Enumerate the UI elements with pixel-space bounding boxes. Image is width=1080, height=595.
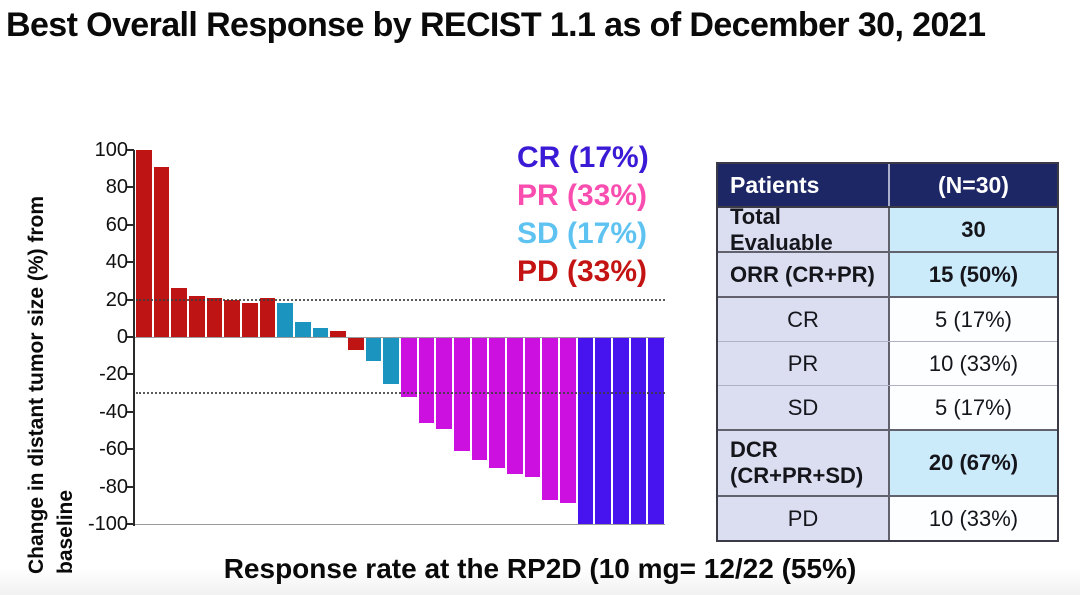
bar xyxy=(206,297,223,337)
bar xyxy=(330,331,346,337)
bar xyxy=(224,299,240,337)
legend-item: PR (33%) xyxy=(517,179,648,212)
reference-line xyxy=(136,392,665,395)
zero-line xyxy=(135,336,665,338)
bar xyxy=(613,337,629,524)
bar xyxy=(277,303,293,337)
table-header-n: (N=30) xyxy=(938,171,1009,198)
bar xyxy=(542,337,558,500)
table-cell-label: PD xyxy=(718,497,890,540)
table-cell-value: 20 (67%) xyxy=(890,431,1057,495)
y-tick-label: -40 xyxy=(99,400,128,423)
table-row: PD 10 (33%) xyxy=(718,495,1057,540)
bar xyxy=(383,337,399,384)
table-cell-label: SD xyxy=(718,386,890,429)
table-cell-value: 5 (17%) xyxy=(890,298,1057,341)
bar xyxy=(648,337,664,524)
bar xyxy=(418,337,435,423)
bar xyxy=(507,337,523,474)
y-axis-line xyxy=(133,150,135,526)
bar xyxy=(630,337,647,524)
bar xyxy=(259,297,276,337)
bar xyxy=(242,303,258,337)
table-cell-label: ORR (CR+PR) xyxy=(718,253,890,296)
table-row: Total Evaluable 30 xyxy=(718,204,1057,255)
y-tick-label: 60 xyxy=(105,213,128,236)
y-tick-label: 40 xyxy=(105,251,128,274)
legend-item: CR (17%) xyxy=(517,141,649,174)
table-cell-label: DCR (CR+PR+SD) xyxy=(718,431,890,495)
y-tick-label: -100 xyxy=(87,513,128,535)
y-axis-label: Change in distant tumor size (%) from ba… xyxy=(25,195,77,574)
table-cell-label: CR xyxy=(718,298,890,341)
bar xyxy=(171,288,187,337)
bar xyxy=(471,337,488,461)
bar xyxy=(436,337,452,429)
table-row: ORR (CR+PR) 15 (50%) xyxy=(718,251,1057,296)
bar xyxy=(489,337,505,468)
y-tick-label: 100 xyxy=(94,139,128,161)
results-table: Patients (N=30) Total Evaluable 30 ORR (CR… xyxy=(716,162,1059,542)
y-tick-mark xyxy=(127,373,134,376)
y-tick-label: -20 xyxy=(99,363,128,386)
table-cell-value: 5 (17%) xyxy=(890,386,1057,429)
table-cell-value: 30 xyxy=(890,208,1057,251)
bar xyxy=(365,337,382,362)
legend-item: SD (17%) xyxy=(517,217,648,250)
y-tick-mark xyxy=(127,223,134,226)
table-cell-label: Total Evaluable xyxy=(718,204,890,255)
table-cell-value: 10 (33%) xyxy=(890,342,1057,385)
bar xyxy=(189,295,205,337)
y-tick-label: -80 xyxy=(99,475,128,498)
table-row: SD 5 (17%) xyxy=(718,385,1057,429)
bar xyxy=(595,337,611,524)
bar xyxy=(153,166,170,337)
y-tick-mark xyxy=(127,523,134,525)
y-tick-label: -60 xyxy=(99,438,128,461)
bar xyxy=(312,327,329,337)
y-tick-mark xyxy=(127,336,134,338)
y-tick-mark xyxy=(127,149,134,151)
y-tick-mark xyxy=(127,485,134,488)
reference-line xyxy=(136,298,665,301)
legend: CR (17%) PR (33%) SD (17%) PD (33%) xyxy=(517,139,649,291)
y-tick-label: 0 xyxy=(116,326,128,348)
y-tick-label: 80 xyxy=(105,176,128,199)
table-cell-value: 15 (50%) xyxy=(890,253,1057,296)
y-tick-mark xyxy=(127,410,134,413)
y-tick-label: 20 xyxy=(105,288,128,311)
table-header-row: Patients (N=30) xyxy=(718,164,1057,208)
y-tick-mark xyxy=(127,186,134,189)
page-title: Best Overall Response by RECIST 1.1 as o… xyxy=(6,6,986,44)
table-header-patients: Patients xyxy=(718,164,890,206)
bar xyxy=(577,337,594,524)
bar xyxy=(560,337,576,504)
bar xyxy=(295,322,311,337)
chart-caption: Response rate at the RP2D (10 mg= 12/22 … xyxy=(223,553,857,584)
table-row: PR 10 (33%) xyxy=(718,341,1057,385)
table-cell-label: PR xyxy=(718,342,890,385)
bottom-axis-line xyxy=(135,523,665,525)
bar xyxy=(401,337,417,397)
y-tick-mark xyxy=(127,298,134,301)
y-tick-mark xyxy=(127,448,134,451)
table-body: Total Evaluable 30 ORR (CR+PR) 15 (50%) CR 5 … xyxy=(718,204,1057,540)
bar xyxy=(136,150,152,337)
legend-item: PD (33%) xyxy=(517,255,648,288)
table-row: DCR (CR+PR+SD) 20 (67%) xyxy=(718,429,1057,495)
y-tick-mark xyxy=(127,261,134,264)
bar xyxy=(348,337,364,351)
table-row: CR 5 (17%) xyxy=(718,296,1057,341)
table-cell-value: 10 (33%) xyxy=(890,497,1057,540)
bar xyxy=(524,337,541,478)
